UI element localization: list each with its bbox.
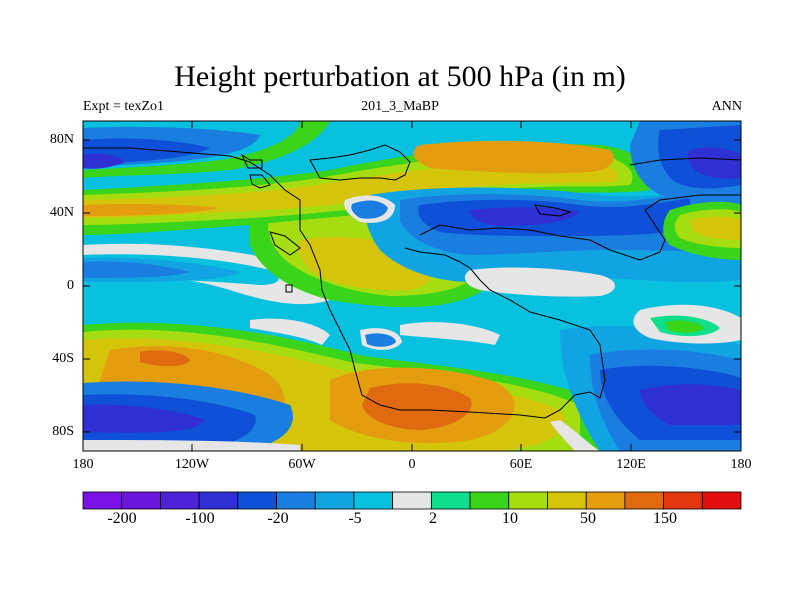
axis-ticks: [83, 121, 741, 451]
colorbar: [82, 491, 742, 510]
colorbar-swatch: [469, 491, 510, 510]
lon-tick-label: 180: [72, 457, 94, 472]
lat-tick-label: 80N: [49, 132, 74, 147]
colorbar-swatch: [82, 491, 123, 510]
colorbar-swatch: [624, 491, 664, 510]
colorbar-swatch: [276, 491, 316, 510]
lon-tick-label: 60E: [509, 457, 533, 472]
colorbar-swatch: [547, 491, 587, 510]
season-label: ANN: [711, 99, 742, 114]
colorbar-swatch: [430, 491, 471, 510]
lon-tick-label: 180: [730, 457, 752, 472]
lat-tick-label: 40S: [52, 351, 74, 366]
lon-tick-label: 60W: [288, 457, 316, 472]
colorbar-swatch: [237, 491, 277, 510]
plot-title: Height perturbation at 500 hPa (in m): [174, 60, 626, 93]
run-label: 201_3_MaBP: [361, 99, 439, 114]
colorbar-swatch: [701, 491, 742, 510]
colorbar-swatch: [585, 491, 626, 510]
colorbar-swatch: [508, 491, 548, 510]
lon-tick-label: 120W: [174, 457, 210, 472]
colorbar-label: 10: [502, 510, 518, 527]
height-field: [83, 121, 741, 451]
colorbar-label: -20: [267, 510, 289, 527]
colorbar-swatch: [392, 491, 432, 510]
experiment-label: Expt = texZo1: [83, 99, 164, 114]
colorbar-swatch: [121, 491, 161, 510]
lat-tick-label: 80S: [52, 424, 74, 439]
lon-tick-label: 0: [408, 457, 416, 472]
colorbar-swatch: [160, 491, 200, 510]
colorbar-label: 150: [653, 510, 677, 527]
lat-tick-label: 40N: [49, 205, 74, 220]
colorbar-label: 50: [580, 510, 596, 527]
colorbar-swatch: [663, 491, 703, 510]
colorbar-label: 2: [429, 510, 437, 527]
coastlines: [83, 144, 741, 419]
lat-tick-label: 0: [67, 278, 74, 293]
colorbar-swatch: [353, 491, 394, 510]
lon-tick-label: 120E: [616, 457, 646, 472]
colorbar-label: -5: [348, 510, 362, 527]
colorbar-swatch: [314, 491, 355, 510]
colorbar-label: -100: [185, 510, 215, 527]
colorbar-swatch: [198, 491, 239, 510]
colorbar-label: -200: [107, 510, 137, 527]
